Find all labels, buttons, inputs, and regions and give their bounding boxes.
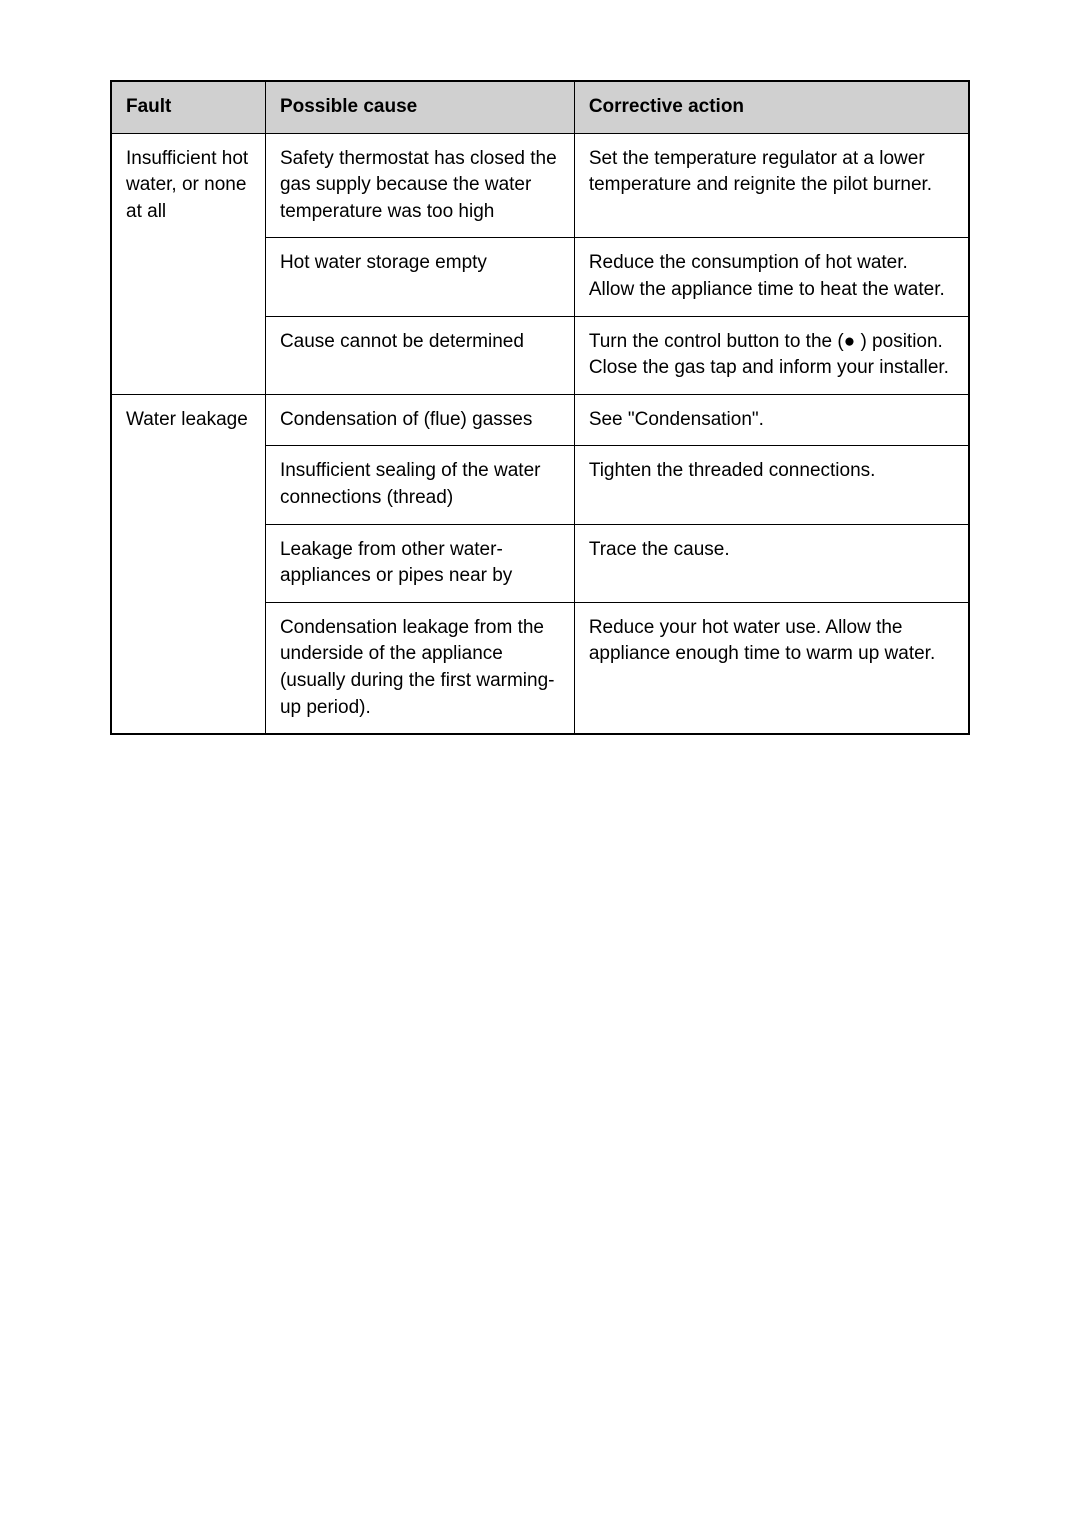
header-cause: Possible cause	[265, 81, 574, 133]
header-action: Corrective action	[574, 81, 969, 133]
cell-cause: Condensation of (flue) gasses	[265, 394, 574, 446]
cell-cause: Leakage from other water- appliances or …	[265, 524, 574, 602]
cell-cause: Insufficient sealing of the water connec…	[265, 446, 574, 524]
cell-action: Tighten the threaded connections.	[574, 446, 969, 524]
cell-fault: Water leakage	[111, 394, 265, 734]
header-fault: Fault	[111, 81, 265, 133]
troubleshooting-table: Fault Possible cause Corrective action I…	[110, 80, 970, 735]
cell-action: Reduce the consumption of hot water. All…	[574, 238, 969, 316]
cell-action: Reduce your hot water use. Allow the app…	[574, 602, 969, 734]
cell-cause: Hot water storage empty	[265, 238, 574, 316]
table-body: Insufficient hot water, or none at all S…	[111, 133, 969, 734]
cell-cause: Cause cannot be determined	[265, 316, 574, 394]
cell-action: Turn the control button to the (● ) posi…	[574, 316, 969, 394]
cell-action: See "Condensation".	[574, 394, 969, 446]
cell-fault: Insufficient hot water, or none at all	[111, 133, 265, 394]
cell-action: Trace the cause.	[574, 524, 969, 602]
cell-cause: Condensation leakage from the underside …	[265, 602, 574, 734]
cell-cause: Safety thermostat has closed the gas sup…	[265, 133, 574, 238]
table-header-row: Fault Possible cause Corrective action	[111, 81, 969, 133]
table-row: Water leakage Condensation of (flue) gas…	[111, 394, 969, 446]
cell-action: Set the temperature regulator at a lower…	[574, 133, 969, 238]
table-row: Insufficient hot water, or none at all S…	[111, 133, 969, 238]
